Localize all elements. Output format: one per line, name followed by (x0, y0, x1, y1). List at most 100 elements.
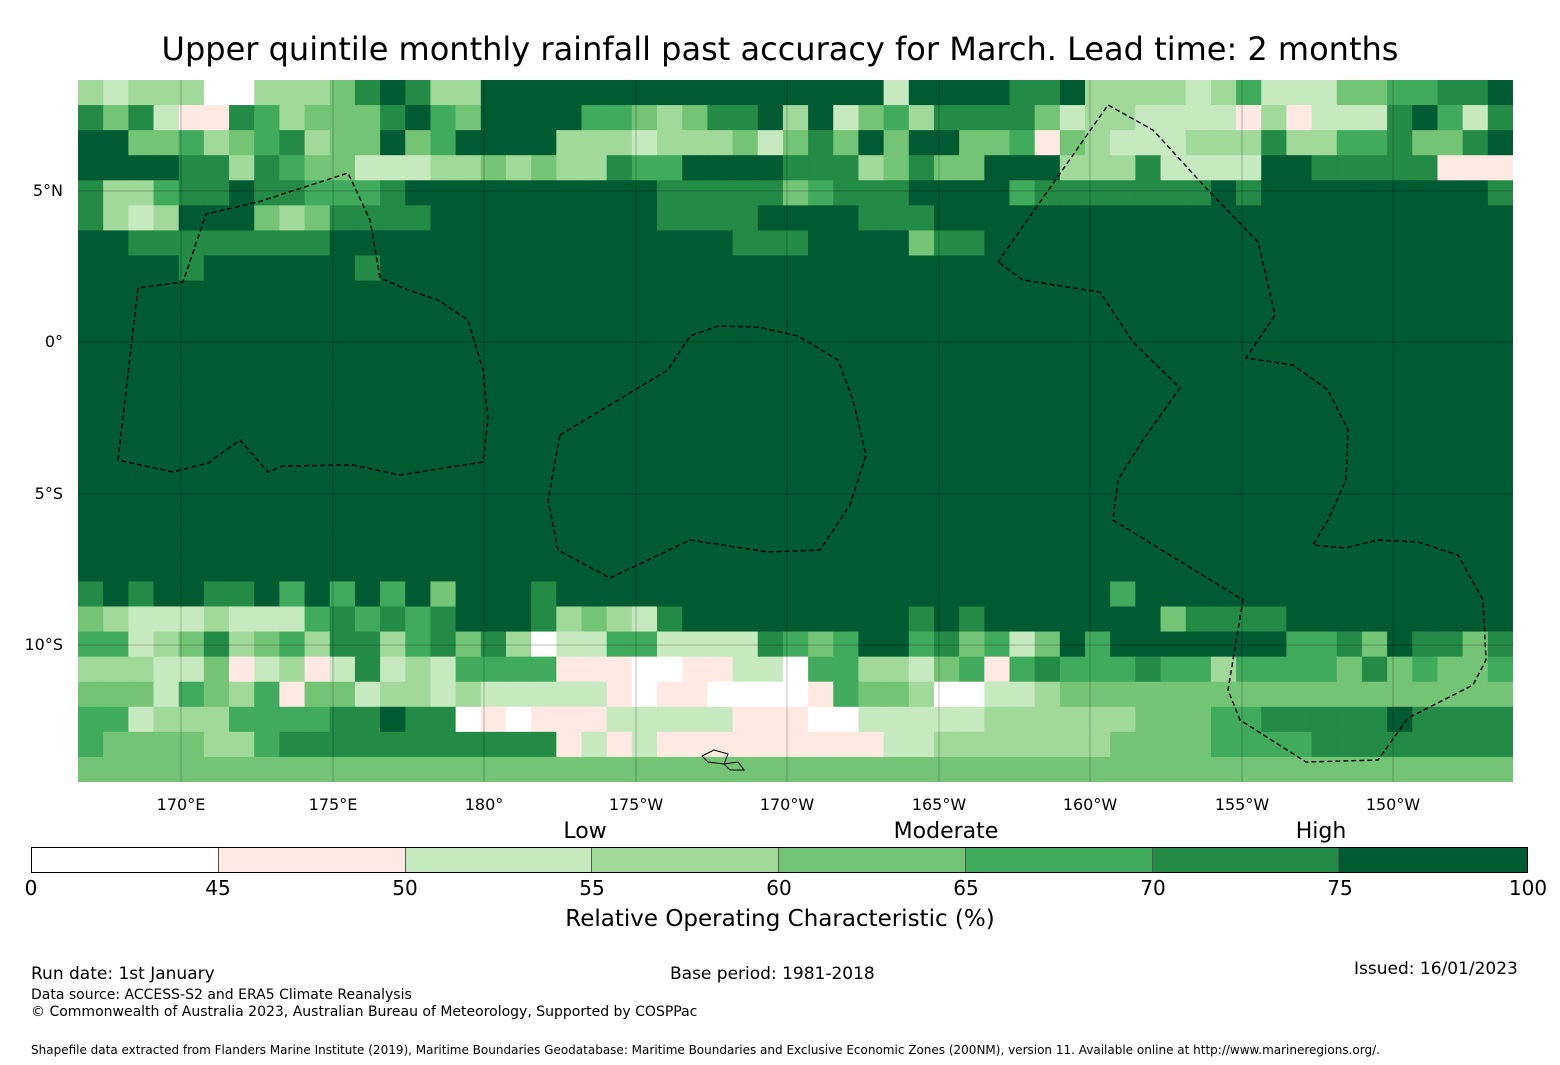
colorbar-segment-70-75 (1152, 848, 1340, 872)
grid-cell (480, 180, 507, 206)
grid-cell (657, 506, 683, 532)
grid-cell (657, 155, 683, 181)
grid-cell (808, 681, 834, 708)
grid-cell (78, 731, 104, 758)
grid-cell (153, 531, 180, 557)
grid-cell (833, 280, 860, 307)
grid-cell (279, 255, 306, 282)
grid-cell (254, 155, 281, 181)
grid-cell (1135, 581, 1162, 608)
grid-cell (1059, 581, 1086, 608)
grid-cell (480, 130, 507, 156)
grid-cell (380, 305, 406, 332)
grid-cell (229, 355, 255, 382)
grid-cell (858, 681, 885, 708)
grid-cell (1009, 631, 1036, 658)
grid-cell (858, 731, 885, 758)
grid-cell (707, 230, 734, 257)
grid-cell (1236, 280, 1262, 307)
grid-cell (329, 205, 356, 232)
grid-cell (178, 330, 205, 357)
grid-cell (78, 506, 104, 532)
grid-cell (606, 155, 633, 181)
grid-cell (329, 330, 356, 357)
grid-cell (279, 606, 306, 633)
grid-cell (984, 531, 1011, 557)
grid-cell (405, 280, 432, 307)
grid-cell (1009, 230, 1036, 257)
grid-cell (480, 80, 507, 106)
grid-cell (908, 155, 935, 181)
grid-cell (858, 80, 885, 106)
grid-cell (757, 155, 784, 181)
grid-cell (732, 155, 759, 181)
grid-cell (631, 731, 658, 758)
grid-cell (329, 255, 356, 282)
grid-cell (933, 105, 960, 131)
grid-cell (178, 681, 205, 708)
grid-cell (1110, 481, 1136, 507)
grid-cell (329, 130, 356, 156)
grid-cell (229, 105, 255, 131)
grid-cell (631, 305, 658, 332)
grid-cell (1185, 280, 1212, 307)
grid-cell (1311, 280, 1338, 307)
lon-label-170e: 170°E (156, 795, 206, 814)
grid-cell (1210, 180, 1237, 206)
grid-cell (254, 631, 281, 658)
grid-cell (1311, 756, 1338, 782)
grid-cell (1261, 105, 1288, 131)
grid-cell (354, 681, 381, 708)
grid-cell (128, 380, 155, 407)
grid-cell (581, 681, 608, 708)
grid-cell (380, 706, 406, 733)
grid-cell (556, 255, 583, 282)
grid-cell (1462, 205, 1489, 232)
grid-cell (380, 230, 406, 257)
grid-cell (657, 280, 683, 307)
grid-cell (405, 506, 432, 532)
grid-cell (229, 456, 255, 482)
grid-cell (1085, 305, 1111, 332)
grid-cell (808, 380, 834, 407)
grid-cell (1236, 305, 1262, 332)
grid-cell (329, 456, 356, 482)
grid-cell (581, 706, 608, 733)
grid-cell (833, 706, 860, 733)
grid-cell (1462, 481, 1489, 507)
grid-cell (354, 556, 381, 583)
grid-cell (78, 255, 104, 282)
grid-cell (1462, 681, 1489, 708)
grid-cell (631, 631, 658, 658)
grid-cell (556, 456, 583, 482)
grid-cell (908, 280, 935, 307)
grid-cell (203, 130, 230, 156)
grid-cell (1387, 405, 1413, 432)
grid-cell (254, 506, 281, 532)
grid-cell (782, 280, 809, 307)
grid-cell (203, 380, 230, 407)
grid-cell (556, 631, 583, 658)
grid-cell (782, 431, 809, 457)
grid-cell (556, 380, 583, 407)
grid-cell (984, 581, 1011, 608)
grid-cell (1437, 80, 1464, 106)
grid-cell (380, 481, 406, 507)
grid-cell (128, 631, 155, 658)
grid-cell (203, 80, 230, 106)
grid-cell (1059, 330, 1086, 357)
grid-cell (1336, 506, 1363, 532)
grid-cell (380, 606, 406, 633)
grid-cell (405, 330, 432, 357)
grid-cell (682, 230, 708, 257)
grid-cell (531, 305, 557, 332)
grid-cell (1135, 681, 1162, 708)
grid-cell (808, 355, 834, 382)
grid-cell (531, 606, 557, 633)
grid-cell (757, 531, 784, 557)
grid-cell (1236, 431, 1262, 457)
grid-cell (279, 556, 306, 583)
grid-cell (959, 405, 985, 432)
grid-cell (1185, 155, 1212, 181)
grid-cell (455, 130, 482, 156)
